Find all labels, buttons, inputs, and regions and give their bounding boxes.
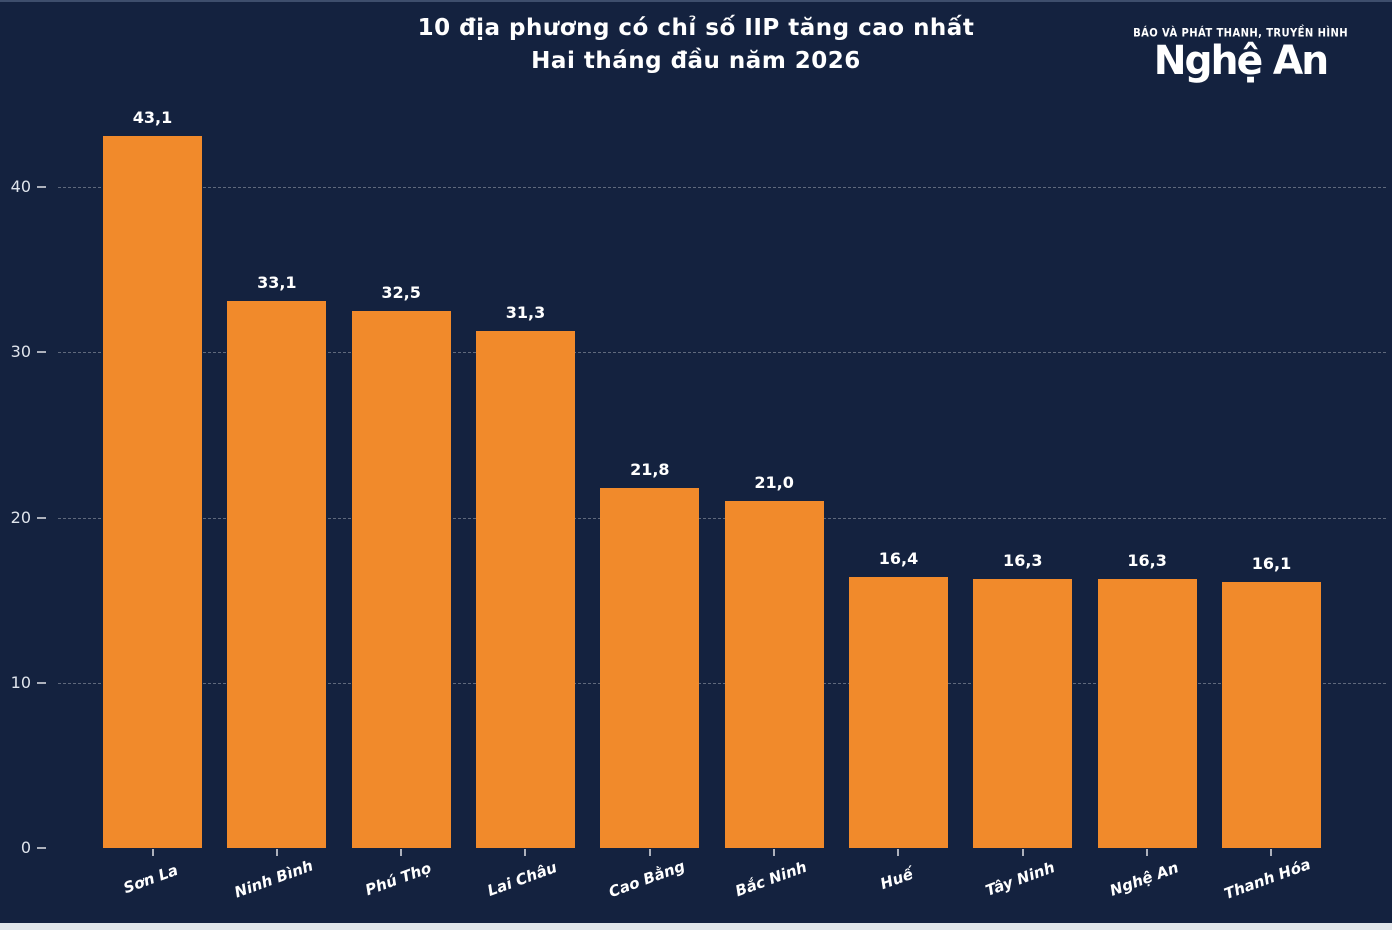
x-tick-mark bbox=[897, 849, 900, 856]
y-tick-label: 30 bbox=[10, 342, 31, 362]
bar bbox=[103, 135, 202, 848]
x-tick-label: Tây Ninh bbox=[982, 858, 1057, 900]
bar-value-label: 33,1 bbox=[257, 273, 297, 293]
x-tick-mark bbox=[1021, 849, 1024, 856]
y-tick-mark bbox=[37, 681, 46, 684]
x-tick-mark bbox=[275, 849, 278, 856]
y-tick-mark bbox=[37, 516, 46, 519]
y-tick-label: 10 bbox=[10, 672, 31, 692]
x-tick-label: Phú Thọ bbox=[363, 858, 434, 900]
bottom-strip bbox=[0, 923, 1392, 930]
y-gridline bbox=[58, 187, 1386, 188]
bar-value-label: 32,5 bbox=[381, 282, 421, 302]
bar bbox=[1221, 581, 1321, 848]
y-gridline bbox=[58, 517, 1386, 519]
y-tick-label: 0 bbox=[20, 838, 31, 857]
x-tick-mark bbox=[524, 849, 527, 856]
x-tick-mark bbox=[151, 849, 154, 856]
bar bbox=[351, 310, 451, 848]
chart-title-block: 10 địa phương có chỉ số IIP tăng cao nhấ… bbox=[0, 12, 1392, 78]
y-tick-mark bbox=[37, 186, 46, 188]
chart-title: 10 địa phương có chỉ số IIP tăng cao nhấ… bbox=[417, 15, 975, 41]
logo-tagline: BÁO VÀ PHÁT THANH, TRUYỀN HÌNH bbox=[1133, 27, 1348, 40]
x-tick-label: Ninh Bình bbox=[231, 856, 316, 902]
x-tick-label: Nghệ An bbox=[1107, 858, 1182, 900]
x-tick-label: Thanh Hóa bbox=[1222, 855, 1314, 903]
bar bbox=[724, 500, 824, 848]
x-tick-mark bbox=[400, 849, 403, 856]
bar-value-label: 16,1 bbox=[1251, 553, 1292, 573]
bar bbox=[600, 487, 700, 848]
bar bbox=[973, 578, 1073, 848]
y-tick-mark bbox=[37, 351, 46, 354]
x-tick-label: Cao Bằng bbox=[606, 856, 688, 902]
bar bbox=[227, 301, 327, 848]
y-tick-label: 20 bbox=[10, 507, 31, 527]
bar-value-label: 21,8 bbox=[630, 459, 670, 479]
x-tick-label: Bắc Ninh bbox=[732, 857, 810, 901]
bar bbox=[1097, 578, 1197, 848]
bar-value-label: 16,4 bbox=[878, 548, 919, 568]
y-gridline bbox=[58, 682, 1386, 684]
bar-value-label: 16,3 bbox=[1127, 550, 1167, 570]
bar bbox=[475, 330, 575, 848]
logo-name: Nghệ An bbox=[1153, 38, 1329, 84]
chart-subtitle: Hai tháng đầu năm 2026 bbox=[531, 48, 861, 74]
y-tick-mark bbox=[37, 847, 46, 849]
bar bbox=[848, 576, 948, 848]
x-tick-mark bbox=[773, 849, 776, 856]
bar-value-label: 21,0 bbox=[754, 472, 794, 492]
y-gridline bbox=[58, 352, 1386, 354]
bar-value-label: 43,1 bbox=[132, 107, 173, 127]
x-tick-label: Lai Châu bbox=[485, 858, 560, 900]
x-tick-label: Huế bbox=[878, 864, 916, 894]
bar-value-label: 31,3 bbox=[505, 302, 546, 322]
y-tick-label: 40 bbox=[10, 177, 31, 196]
x-tick-mark bbox=[1270, 849, 1273, 856]
x-tick-label: Sơn La bbox=[120, 860, 180, 898]
x-tick-mark bbox=[648, 849, 651, 856]
nghe-an-logo: BÁO VÀ PHÁT THANH, TRUYỀN HÌNH Nghệ An bbox=[1133, 27, 1348, 84]
x-tick-mark bbox=[1146, 849, 1149, 856]
bar-value-label: 16,3 bbox=[1003, 550, 1043, 570]
